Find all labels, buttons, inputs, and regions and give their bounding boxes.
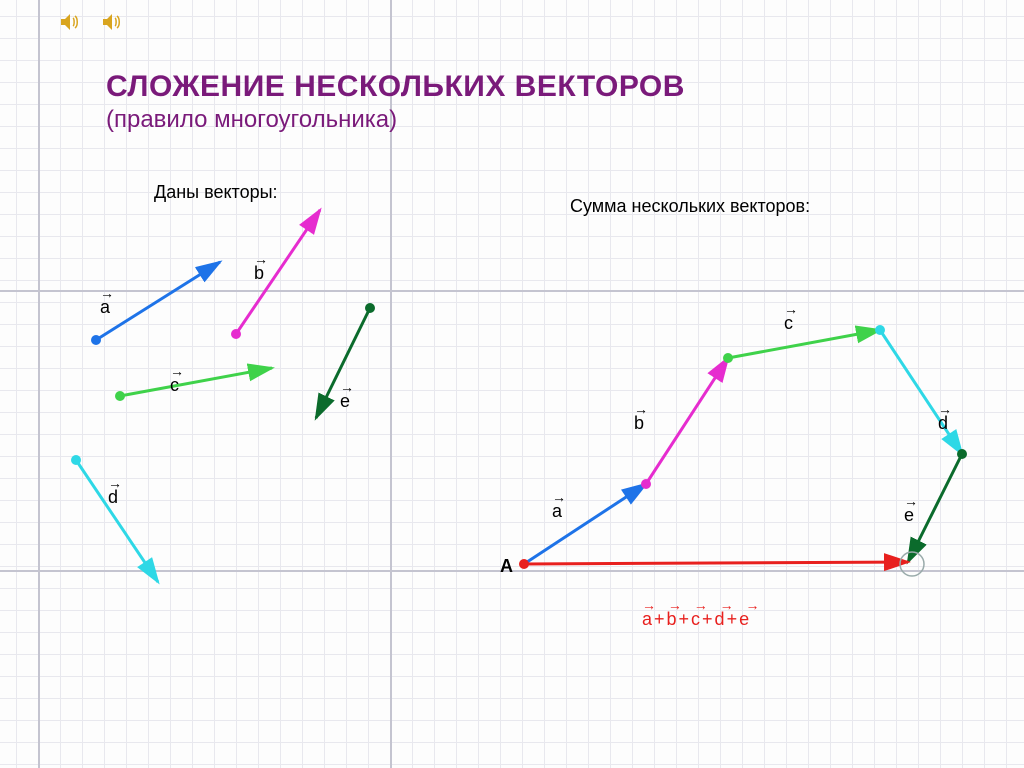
point-A-label: A [500, 556, 513, 577]
speaker-icon [100, 10, 124, 34]
poly-label-b: →b [634, 398, 644, 434]
poly-label-c: →c [784, 298, 794, 334]
poly-label-d: →d [938, 398, 948, 434]
vec-label-c: →c [170, 360, 180, 396]
slide-title: СЛОЖЕНИЕ НЕСКОЛЬКИХ ВЕКТОРОВ (правило мн… [106, 70, 685, 134]
poly-label-e: →e [904, 490, 914, 526]
axis-horizontal-1 [0, 290, 1024, 292]
speaker-icon [58, 10, 82, 34]
sum-expression: → → → → → a+b+c+d+e [642, 594, 764, 630]
axis-vertical-1 [38, 0, 40, 768]
vec-label-e: →e [340, 376, 350, 412]
vec-label-b: →b [254, 248, 264, 284]
title-sub: (правило многоугольника) [106, 106, 685, 134]
subheading-sum: Сумма нескольких векторов: [570, 196, 810, 217]
subheading-given: Даны векторы: [154, 182, 278, 203]
vec-label-a: →a [100, 282, 110, 318]
vec-label-d: →d [108, 472, 118, 508]
poly-label-a: →a [552, 486, 562, 522]
title-main: СЛОЖЕНИЕ НЕСКОЛЬКИХ ВЕКТОРОВ [106, 70, 685, 104]
